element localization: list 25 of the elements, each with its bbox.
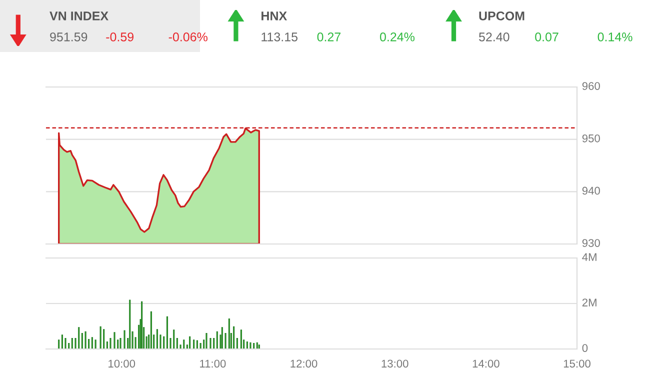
y-tick-label: 950 xyxy=(582,134,600,142)
y-tick-label: 930 xyxy=(582,239,600,247)
y-tick-label: 0 xyxy=(582,344,588,352)
x-tick-label: 13:00 xyxy=(382,360,408,368)
text: HNX xyxy=(262,12,287,20)
x-tick-label: 15:00 xyxy=(564,360,590,368)
text: 52.40 xyxy=(479,32,510,42)
y-tick-label: 2M xyxy=(582,298,596,306)
y-tick-label: 960 xyxy=(582,82,600,90)
text: 0.24% xyxy=(380,32,414,42)
text: 951.59 xyxy=(50,32,88,42)
text: VN INDEX xyxy=(50,12,108,20)
x-tick-label: 10:00 xyxy=(108,360,136,368)
text: -0.06% xyxy=(168,32,208,42)
x-tick-label: 11:00 xyxy=(200,360,226,368)
text: -0.59 xyxy=(106,32,134,42)
y-tick-label: 940 xyxy=(582,186,600,195)
x-tick-label: 12:00 xyxy=(290,360,318,368)
text: 0.07 xyxy=(535,32,558,42)
text: 0.14% xyxy=(598,32,632,42)
text: 113.15 xyxy=(262,32,298,42)
x-tick-label: 14:00 xyxy=(472,360,500,368)
text: UPCOM xyxy=(479,12,524,20)
text: 0.27 xyxy=(317,32,340,42)
y-tick-label: 4M xyxy=(582,253,596,261)
